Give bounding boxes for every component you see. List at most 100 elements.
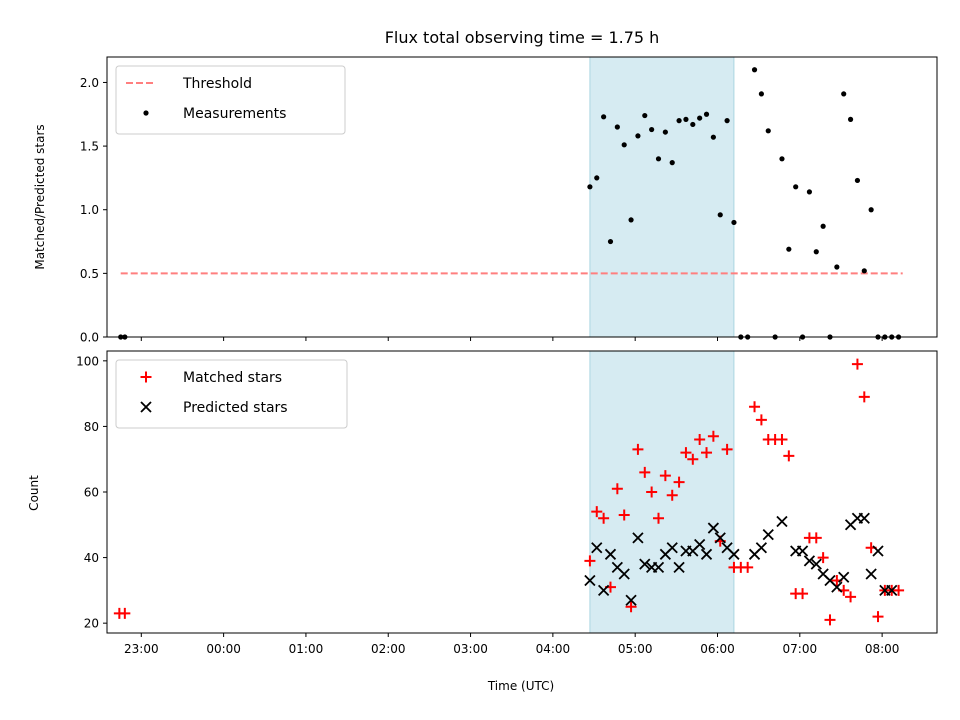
measurement-point	[676, 118, 682, 124]
x-tick-label: 04:00	[536, 642, 571, 656]
predicted-star-point	[639, 558, 651, 570]
x-tick-label: 07:00	[783, 642, 818, 656]
y-tick-label: 0.0	[80, 331, 99, 345]
predicted-star-point	[728, 548, 740, 560]
bottom-legend: Matched stars Predicted stars	[115, 359, 348, 429]
measurement-point	[683, 116, 689, 122]
measurement-point	[758, 91, 764, 97]
matched-star-point	[666, 489, 678, 501]
measurement-point	[697, 115, 703, 121]
y-tick-label: 20	[84, 617, 99, 631]
y-tick-label: 80	[84, 420, 99, 434]
predicted-star-point	[810, 558, 822, 570]
measurement-point	[786, 246, 792, 252]
predicted-star-point	[838, 571, 850, 583]
measurement-point	[806, 189, 813, 195]
measurement-point	[649, 126, 655, 133]
matched-star-point	[119, 607, 131, 619]
matched-star-point	[618, 509, 630, 521]
predicted-star-point	[865, 568, 877, 580]
matched-star-point	[632, 443, 644, 455]
measurement-point	[793, 184, 799, 190]
predicted-star-point	[632, 532, 644, 544]
matched-star-point	[755, 414, 767, 426]
predicted-star-point	[762, 528, 774, 541]
matched-star-point	[845, 591, 857, 603]
predicted-star-point	[886, 584, 898, 597]
matched-star-point	[872, 611, 884, 623]
predicted-star-point	[625, 594, 637, 606]
matched-star-point	[659, 470, 671, 482]
measurement-point	[813, 249, 819, 255]
matched-star-point	[797, 588, 809, 600]
matched-star-point	[591, 506, 603, 518]
top-panel: Matched/Predicted stars 0.0 0.5 1.0 1.5 2.0 T…	[33, 56, 938, 345]
y-tick-label: 40	[84, 551, 99, 565]
predicted-star-point	[803, 555, 816, 567]
matched-star-point	[598, 512, 610, 524]
measurement-point	[834, 264, 840, 270]
matched-star-point	[742, 561, 754, 573]
matched-star-point	[687, 453, 699, 465]
matched-star-point	[858, 391, 870, 403]
measurement-point	[655, 156, 662, 162]
measurement-point	[861, 268, 867, 274]
bottom-panel: Count Time (UTC) 20 40 60 80 100 23:00 00:00 01…	[27, 350, 938, 693]
x-tick-label: 01:00	[289, 642, 324, 656]
matched-star-point	[776, 434, 788, 446]
observing-interval-band	[589, 350, 735, 634]
measurement-point	[751, 67, 758, 73]
x-tick-label: 06:00	[700, 642, 735, 656]
predicted-star-point	[673, 561, 685, 574]
matched-star-point	[694, 434, 706, 446]
predicted-star-point	[707, 522, 720, 534]
predicted-star-point	[604, 548, 617, 560]
measurement-point	[642, 112, 648, 119]
matched-star-point	[851, 358, 863, 370]
measurement-point	[607, 238, 614, 245]
predicted-star-point	[597, 584, 610, 597]
predicted-star-point	[831, 581, 843, 593]
predicted-star-point	[700, 548, 713, 560]
x-tick-label: 00:00	[206, 642, 241, 656]
measurement-point	[601, 114, 607, 120]
legend-label: Threshold	[182, 76, 252, 92]
matched-star-point	[625, 601, 637, 613]
matched-star-point	[749, 401, 761, 413]
predicted-star-point	[755, 542, 768, 554]
predicted-star-point	[858, 512, 870, 524]
legend-label: Predicted stars	[183, 400, 288, 416]
top-legend: Threshold Measurements	[115, 65, 346, 135]
measurement-point	[765, 128, 771, 134]
y-tick-label: 1.5	[80, 140, 99, 154]
x-tick-label: 05:00	[618, 642, 653, 656]
matched-star-point	[611, 483, 623, 495]
matched-star-point	[810, 532, 822, 544]
matched-star-point	[817, 552, 829, 564]
predicted-star-point	[666, 542, 678, 554]
x-tick-label: 08:00	[865, 642, 900, 656]
measurement-point	[854, 177, 861, 184]
plot-frame	[106, 56, 938, 338]
measurement-point	[703, 111, 710, 117]
predicted-star-point	[618, 568, 630, 580]
measurement-point	[587, 184, 593, 190]
bottom-y-axis-label: Count	[27, 475, 41, 511]
measurement-point	[717, 212, 723, 218]
measurement-point	[614, 124, 620, 130]
predicted-star-point	[796, 545, 809, 557]
predicted-star-point	[591, 542, 603, 554]
matched-star-point	[639, 466, 651, 478]
legend-box	[115, 359, 348, 429]
measurement-point	[662, 129, 668, 135]
measurement-point	[669, 160, 675, 166]
predicted-star-point	[714, 532, 726, 544]
matched-star-point	[783, 450, 795, 462]
legend-label: Measurements	[183, 106, 286, 122]
measurement-point	[731, 219, 737, 226]
legend-predicted-swatch	[140, 401, 152, 413]
predicted-star-point	[776, 515, 788, 528]
y-tick-label: 0.5	[80, 267, 99, 281]
measurement-point	[820, 223, 826, 229]
x-tick-label: 03:00	[453, 642, 488, 656]
